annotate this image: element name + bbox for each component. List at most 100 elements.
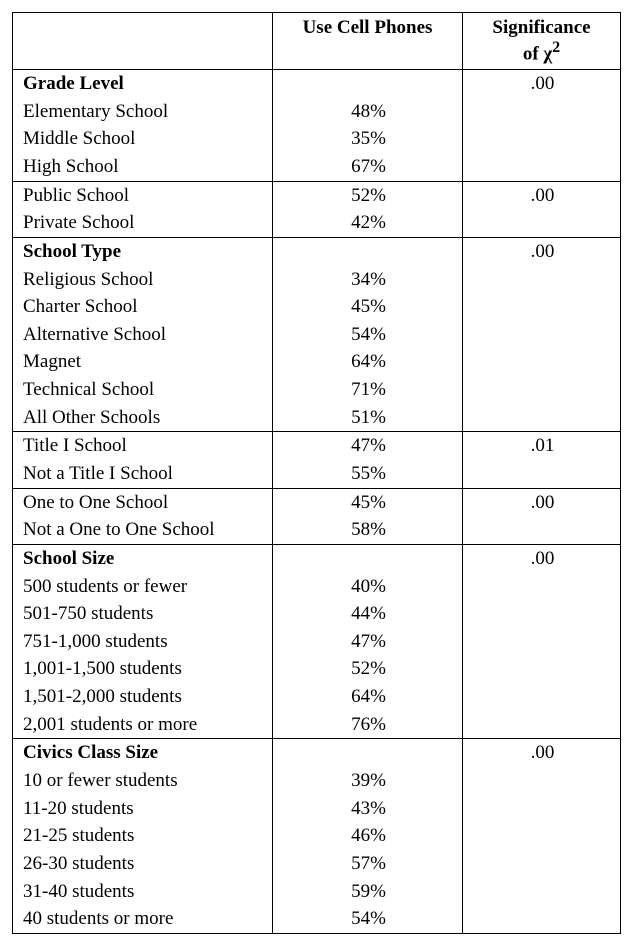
- table-cell-label: Grade Level: [13, 70, 273, 98]
- table-cell-label: 40 students or more: [13, 905, 273, 933]
- table-cell-label: 2,001 students or more: [13, 711, 273, 739]
- row-value: 52%: [273, 655, 462, 683]
- table-cell-value: [273, 70, 463, 98]
- table-cell-value: 67%: [273, 153, 463, 181]
- table-row: Title I School47%.01: [13, 432, 621, 460]
- table-cell-value: 45%: [273, 488, 463, 516]
- row-value: 46%: [273, 822, 462, 850]
- row-label: Title I School: [13, 432, 272, 460]
- row-value: 42%: [273, 209, 462, 237]
- table-cell-label: 21-25 students: [13, 822, 273, 850]
- row-label: 11-20 students: [13, 795, 272, 823]
- row-label: All Other Schools: [13, 404, 272, 432]
- table-cell-label: 500 students or fewer: [13, 573, 273, 601]
- row-label: 31-40 students: [13, 878, 272, 906]
- row-label: Middle School: [13, 125, 272, 153]
- row-label: 1,001-1,500 students: [13, 655, 272, 683]
- table-cell-label: Magnet: [13, 348, 273, 376]
- table-cell-value: 52%: [273, 655, 463, 683]
- table-cell-significance: .00: [463, 739, 621, 933]
- group-header-label: School Type: [13, 238, 272, 266]
- table-group-header: Civics Class Size.00: [13, 739, 621, 767]
- table-cell-significance: .00: [463, 544, 621, 738]
- table-cell-value: 34%: [273, 266, 463, 294]
- row-value: 52%: [273, 182, 462, 210]
- row-value: 67%: [273, 153, 462, 181]
- row-label: Public School: [13, 182, 272, 210]
- table-cell-label: School Size: [13, 544, 273, 572]
- row-value: 71%: [273, 376, 462, 404]
- row-value: 55%: [273, 460, 462, 488]
- table-cell-value: 54%: [273, 905, 463, 933]
- table-cell-label: Middle School: [13, 125, 273, 153]
- table-cell-label: Religious School: [13, 266, 273, 294]
- row-value: 57%: [273, 850, 462, 878]
- table-group-header: School Type.00: [13, 237, 621, 265]
- row-value: 40%: [273, 573, 462, 601]
- row-label: 2,001 students or more: [13, 711, 272, 739]
- table-group-header: Grade Level.00: [13, 70, 621, 98]
- table-cell-label: 1,001-1,500 students: [13, 655, 273, 683]
- row-label: Not a One to One School: [13, 516, 272, 544]
- table-cell-label: Charter School: [13, 293, 273, 321]
- table-cell-label: Not a One to One School: [13, 516, 273, 544]
- header-significance: Significance of χ2: [463, 13, 621, 70]
- row-value: 64%: [273, 683, 462, 711]
- table-cell-value: 47%: [273, 432, 463, 460]
- table-row: One to One School45%.00: [13, 488, 621, 516]
- table-cell-value: [273, 544, 463, 572]
- table-group-header: School Size.00: [13, 544, 621, 572]
- header-use-cell-phones: Use Cell Phones: [273, 13, 463, 70]
- table-cell-significance: .00: [463, 181, 621, 237]
- row-label: 26-30 students: [13, 850, 272, 878]
- row-label: High School: [13, 153, 272, 181]
- row-value: 59%: [273, 878, 462, 906]
- table-cell-significance: .01: [463, 432, 621, 488]
- row-label: Charter School: [13, 293, 272, 321]
- table-cell-value: [273, 237, 463, 265]
- table-cell-value: 55%: [273, 460, 463, 488]
- table-cell-value: 58%: [273, 516, 463, 544]
- table-cell-label: 1,501-2,000 students: [13, 683, 273, 711]
- table-cell-label: All Other Schools: [13, 404, 273, 432]
- row-value: 44%: [273, 600, 462, 628]
- row-value: 64%: [273, 348, 462, 376]
- row-value: 47%: [273, 432, 462, 460]
- table-cell-label: Title I School: [13, 432, 273, 460]
- row-value: 48%: [273, 98, 462, 126]
- table-cell-value: 35%: [273, 125, 463, 153]
- row-label: Alternative School: [13, 321, 272, 349]
- table-cell-label: 501-750 students: [13, 600, 273, 628]
- table-cell-value: 48%: [273, 98, 463, 126]
- table-cell-label: Private School: [13, 209, 273, 237]
- row-label: 10 or fewer students: [13, 767, 272, 795]
- header-row: Use Cell Phones Significance of χ2: [13, 13, 621, 70]
- row-value: 76%: [273, 711, 462, 739]
- row-label: 500 students or fewer: [13, 573, 272, 601]
- table-cell-label: Civics Class Size: [13, 739, 273, 767]
- table-cell-value: 39%: [273, 767, 463, 795]
- row-label: One to One School: [13, 489, 272, 517]
- group-header-label: Civics Class Size: [13, 739, 272, 767]
- table-cell-value: 71%: [273, 376, 463, 404]
- row-label: 501-750 students: [13, 600, 272, 628]
- table-cell-value: 52%: [273, 181, 463, 209]
- group-header-label: School Size: [13, 545, 272, 573]
- table-cell-significance: .00: [463, 70, 621, 182]
- row-label: Not a Title I School: [13, 460, 272, 488]
- row-value: 54%: [273, 321, 462, 349]
- row-value: 45%: [273, 489, 462, 517]
- row-label: Magnet: [13, 348, 272, 376]
- row-value: 45%: [273, 293, 462, 321]
- table-cell-value: 45%: [273, 293, 463, 321]
- table-cell-value: 51%: [273, 404, 463, 432]
- row-label: Technical School: [13, 376, 272, 404]
- row-value: 51%: [273, 404, 462, 432]
- row-value: 34%: [273, 266, 462, 294]
- table-cell-significance: .00: [463, 237, 621, 431]
- table-cell-value: 47%: [273, 628, 463, 656]
- table-cell-label: Elementary School: [13, 98, 273, 126]
- table-cell-label: Alternative School: [13, 321, 273, 349]
- row-value: 58%: [273, 516, 462, 544]
- row-label: Elementary School: [13, 98, 272, 126]
